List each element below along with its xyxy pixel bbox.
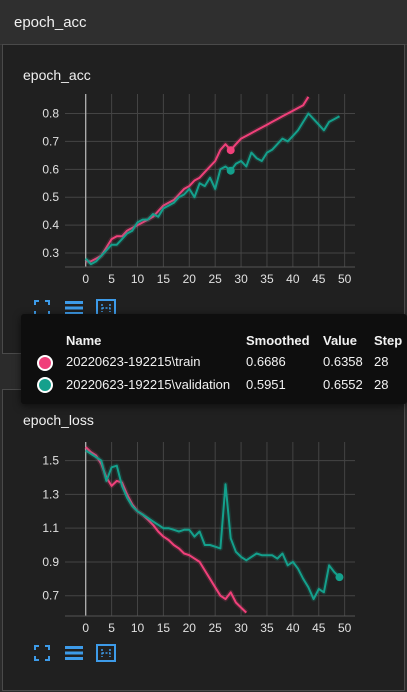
series-train-line (85, 446, 247, 614)
fullscreen-icon (34, 300, 50, 316)
x-tick-label: 30 (234, 621, 248, 635)
x-tick-label: 15 (157, 272, 171, 286)
fullscreen-button[interactable] (31, 298, 53, 318)
y-tick-label: 0.7 (42, 134, 59, 148)
x-tick-label: 15 (157, 621, 171, 635)
y-tick-label: 1.5 (42, 454, 59, 468)
x-tick-label: 50 (338, 272, 352, 286)
data-table-button[interactable] (63, 643, 85, 663)
chart-title: epoch_loss (23, 412, 94, 428)
tooltip-row-name: 20220623-192215\train (66, 354, 201, 369)
plot-area: 0 5 10 15 20 25 30 35 40 45 50 0.7 0.9 1.1 1.3 1.5 (42, 442, 355, 635)
x-tick-label: 40 (286, 621, 300, 635)
y-tick-label: 0.3 (42, 246, 59, 260)
x-tick-label: 30 (234, 272, 248, 286)
y-tick-label: 1.3 (42, 487, 59, 501)
y-tick-label: 0.9 (42, 555, 59, 569)
fullscreen-icon (34, 645, 50, 661)
y-tick-label: 0.7 (42, 589, 59, 603)
section-title: epoch_acc (14, 14, 87, 31)
tooltip-header-step: Step (374, 333, 403, 348)
data-table-icon (65, 646, 83, 660)
x-tick-label: 25 (208, 272, 222, 286)
chart-epoch-loss[interactable]: 0 5 10 15 20 25 30 35 40 45 50 0.7 0.9 1.1 1.3 1.5 (3, 390, 406, 692)
tooltip-row-value: 0.6552 (323, 377, 363, 392)
series-swatch-validation (37, 377, 53, 393)
chart-card-epoch-acc: epoch_acc 0 5 10 15 20 25 30 35 40 45 50 0.3 0.4 0.5 0… (2, 44, 405, 354)
tooltip-header-name: Name (66, 333, 102, 348)
series-validation-line (84, 112, 340, 266)
x-tick-label: 10 (131, 621, 145, 635)
data-table-button[interactable] (63, 298, 85, 318)
y-tick-label: 0.4 (42, 218, 59, 232)
chart-card-epoch-loss: epoch_loss 0 5 10 15 20 25 30 35 40 45 50 0.7 0.9 1.1… (2, 389, 405, 691)
x-tick-label: 5 (108, 621, 115, 635)
x-tick-label: 35 (260, 272, 274, 286)
hover-tooltip: Name Smoothed Value Step 20220623-192215… (21, 314, 407, 404)
x-tick-label: 20 (183, 621, 197, 635)
y-tick-label: 0.6 (42, 162, 59, 176)
fit-domain-button[interactable] (95, 643, 117, 663)
x-tick-label: 25 (208, 621, 222, 635)
tooltip-header-value: Value (323, 333, 357, 348)
chart-toolbar (31, 643, 117, 663)
x-tick-label: 10 (131, 272, 145, 286)
tooltip-row-smoothed: 0.5951 (246, 377, 286, 392)
tooltip-row-step: 28 (374, 354, 389, 369)
x-tick-label: 45 (312, 621, 326, 635)
y-tick-label: 1.1 (42, 521, 59, 535)
x-tick-label: 35 (260, 621, 274, 635)
x-tick-label: 45 (312, 272, 326, 286)
tooltip-row-name: 20220623-192215\validation (66, 377, 231, 392)
chart-title: epoch_acc (23, 67, 91, 83)
y-tick-label: 0.8 (42, 107, 59, 121)
chart-epoch-acc[interactable]: 0 5 10 15 20 25 30 35 40 45 50 0.3 0.4 0.5 0.6 0.7 0.8 (3, 45, 406, 355)
series-validation-raw (83, 111, 341, 267)
hover-point-train (226, 146, 235, 155)
hover-point-validation (226, 166, 235, 175)
data-table-icon (65, 301, 83, 315)
tooltip-row-value: 0.6358 (323, 354, 363, 369)
x-tick-label: 40 (286, 272, 300, 286)
fullscreen-button[interactable] (31, 643, 53, 663)
x-tick-label: 5 (108, 272, 115, 286)
tooltip-header-smoothed: Smoothed (246, 333, 310, 348)
x-tick-label: 0 (82, 272, 89, 286)
x-tick-label: 50 (338, 621, 352, 635)
x-tick-label: 0 (82, 621, 89, 635)
series-validation-line (85, 449, 341, 601)
fit-domain-icon (96, 644, 116, 662)
x-tick-label: 20 (183, 272, 197, 286)
tooltip-row-smoothed: 0.6686 (246, 354, 286, 369)
section-header[interactable]: epoch_acc (0, 0, 407, 45)
series-swatch-train (37, 355, 53, 371)
end-point-validation (335, 573, 344, 582)
tooltip-row-step: 28 (374, 377, 389, 392)
y-tick-label: 0.5 (42, 190, 59, 204)
plot-area: 0 5 10 15 20 25 30 35 40 45 50 0.3 0.4 0.5 0.6 0.7 0.8 (42, 94, 355, 286)
series-train-line (85, 96, 310, 263)
